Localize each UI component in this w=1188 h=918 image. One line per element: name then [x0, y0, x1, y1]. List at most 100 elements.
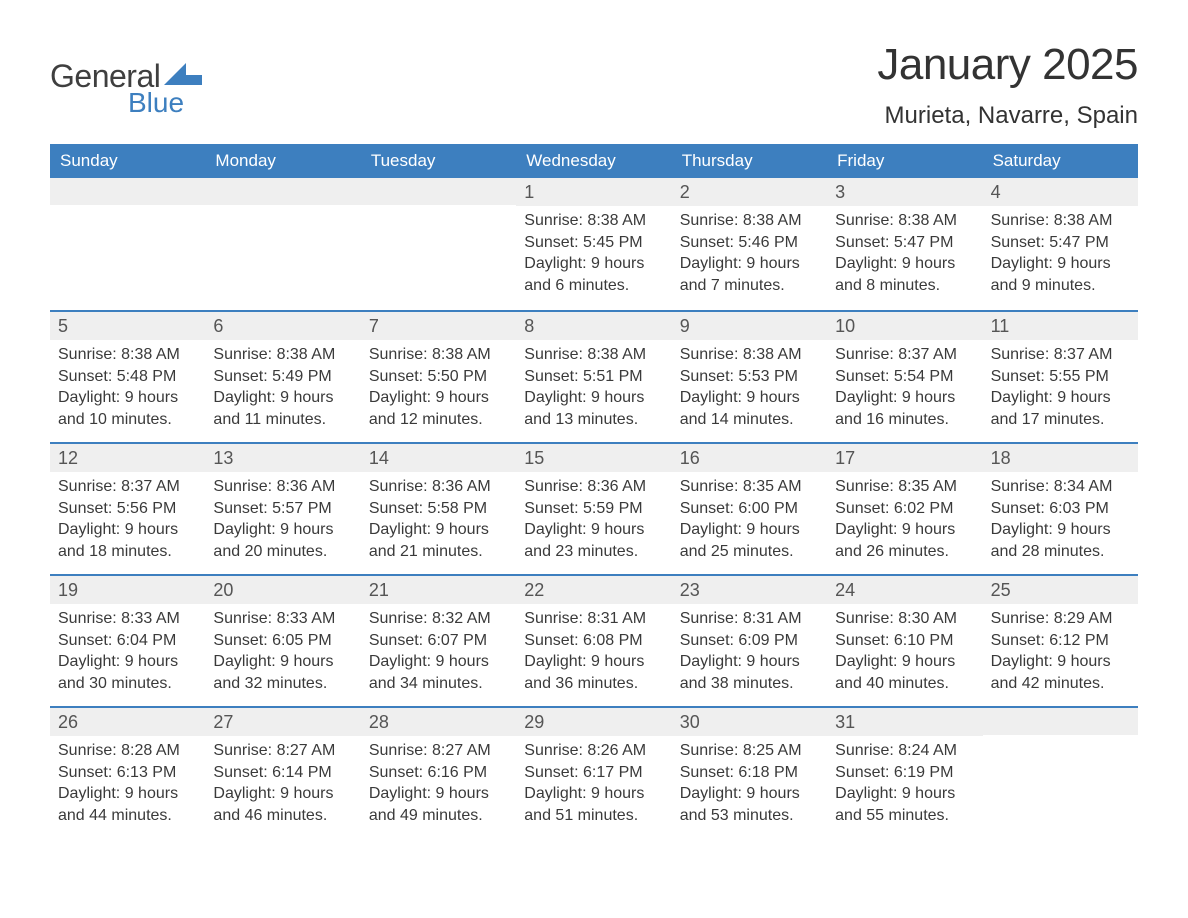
calendar-day-cell: 19Sunrise: 8:33 AMSunset: 6:04 PMDayligh… [50, 576, 205, 706]
sunset-text: Sunset: 6:09 PM [680, 630, 819, 652]
sunrise-text: Sunrise: 8:28 AM [58, 740, 197, 762]
sunrise-text: Sunrise: 8:31 AM [524, 608, 663, 630]
sunset-text: Sunset: 6:19 PM [835, 762, 974, 784]
daylight-text-1: Daylight: 9 hours [58, 651, 197, 673]
daylight-text-2: and 55 minutes. [835, 805, 974, 827]
day-details: Sunrise: 8:38 AMSunset: 5:48 PMDaylight:… [50, 340, 205, 438]
daylight-text-2: and 42 minutes. [991, 673, 1130, 695]
calendar-day-cell: 15Sunrise: 8:36 AMSunset: 5:59 PMDayligh… [516, 444, 671, 574]
sunrise-text: Sunrise: 8:38 AM [369, 344, 508, 366]
calendar-day-cell: 18Sunrise: 8:34 AMSunset: 6:03 PMDayligh… [983, 444, 1138, 574]
day-details: Sunrise: 8:26 AMSunset: 6:17 PMDaylight:… [516, 736, 671, 834]
day-number: 30 [672, 708, 827, 736]
day-number: 24 [827, 576, 982, 604]
daylight-text-1: Daylight: 9 hours [991, 253, 1130, 275]
day-details: Sunrise: 8:38 AMSunset: 5:45 PMDaylight:… [516, 206, 671, 304]
daylight-text-2: and 25 minutes. [680, 541, 819, 563]
daylight-text-1: Daylight: 9 hours [369, 651, 508, 673]
daylight-text-2: and 10 minutes. [58, 409, 197, 431]
logo: General Blue [50, 58, 202, 119]
day-number: 18 [983, 444, 1138, 472]
sunrise-text: Sunrise: 8:29 AM [991, 608, 1130, 630]
calendar-day-cell: 30Sunrise: 8:25 AMSunset: 6:18 PMDayligh… [672, 708, 827, 838]
daylight-text-1: Daylight: 9 hours [369, 783, 508, 805]
sunrise-text: Sunrise: 8:35 AM [835, 476, 974, 498]
day-details: Sunrise: 8:29 AMSunset: 6:12 PMDaylight:… [983, 604, 1138, 702]
sunrise-text: Sunrise: 8:27 AM [213, 740, 352, 762]
calendar-day-cell: 26Sunrise: 8:28 AMSunset: 6:13 PMDayligh… [50, 708, 205, 838]
calendar-day-cell: 31Sunrise: 8:24 AMSunset: 6:19 PMDayligh… [827, 708, 982, 838]
calendar-day-cell: 4Sunrise: 8:38 AMSunset: 5:47 PMDaylight… [983, 178, 1138, 310]
calendar-week: 12Sunrise: 8:37 AMSunset: 5:56 PMDayligh… [50, 442, 1138, 574]
daylight-text-2: and 21 minutes. [369, 541, 508, 563]
day-number: 27 [205, 708, 360, 736]
daylight-text-1: Daylight: 9 hours [835, 651, 974, 673]
calendar-day-cell: 1Sunrise: 8:38 AMSunset: 5:45 PMDaylight… [516, 178, 671, 310]
day-number [50, 178, 205, 205]
calendar-day-cell: 11Sunrise: 8:37 AMSunset: 5:55 PMDayligh… [983, 312, 1138, 442]
day-details: Sunrise: 8:38 AMSunset: 5:51 PMDaylight:… [516, 340, 671, 438]
sunset-text: Sunset: 5:57 PM [213, 498, 352, 520]
daylight-text-2: and 12 minutes. [369, 409, 508, 431]
daylight-text-2: and 11 minutes. [213, 409, 352, 431]
calendar-header-row: Sunday Monday Tuesday Wednesday Thursday… [50, 144, 1138, 178]
sunset-text: Sunset: 5:51 PM [524, 366, 663, 388]
calendar-day-cell: 27Sunrise: 8:27 AMSunset: 6:14 PMDayligh… [205, 708, 360, 838]
daylight-text-1: Daylight: 9 hours [991, 651, 1130, 673]
day-number: 3 [827, 178, 982, 206]
sunset-text: Sunset: 6:08 PM [524, 630, 663, 652]
calendar-week: 5Sunrise: 8:38 AMSunset: 5:48 PMDaylight… [50, 310, 1138, 442]
sunset-text: Sunset: 6:10 PM [835, 630, 974, 652]
logo-swoosh-icon [164, 63, 202, 90]
calendar-day-cell: 3Sunrise: 8:38 AMSunset: 5:47 PMDaylight… [827, 178, 982, 310]
calendar-day-cell: 24Sunrise: 8:30 AMSunset: 6:10 PMDayligh… [827, 576, 982, 706]
day-details: Sunrise: 8:30 AMSunset: 6:10 PMDaylight:… [827, 604, 982, 702]
calendar-day-cell: 2Sunrise: 8:38 AMSunset: 5:46 PMDaylight… [672, 178, 827, 310]
calendar-day-cell: 20Sunrise: 8:33 AMSunset: 6:05 PMDayligh… [205, 576, 360, 706]
day-number: 25 [983, 576, 1138, 604]
sunrise-text: Sunrise: 8:38 AM [524, 210, 663, 232]
sunset-text: Sunset: 6:14 PM [213, 762, 352, 784]
daylight-text-2: and 26 minutes. [835, 541, 974, 563]
daylight-text-2: and 28 minutes. [991, 541, 1130, 563]
daylight-text-1: Daylight: 9 hours [58, 783, 197, 805]
sunrise-text: Sunrise: 8:30 AM [835, 608, 974, 630]
sunset-text: Sunset: 5:49 PM [213, 366, 352, 388]
day-number [205, 178, 360, 205]
daylight-text-1: Daylight: 9 hours [680, 651, 819, 673]
daylight-text-2: and 38 minutes. [680, 673, 819, 695]
sunrise-text: Sunrise: 8:36 AM [369, 476, 508, 498]
day-number: 10 [827, 312, 982, 340]
day-details: Sunrise: 8:38 AMSunset: 5:53 PMDaylight:… [672, 340, 827, 438]
daylight-text-2: and 51 minutes. [524, 805, 663, 827]
daylight-text-1: Daylight: 9 hours [369, 387, 508, 409]
daylight-text-1: Daylight: 9 hours [58, 387, 197, 409]
daylight-text-1: Daylight: 9 hours [680, 387, 819, 409]
daylight-text-2: and 8 minutes. [835, 275, 974, 297]
day-details: Sunrise: 8:31 AMSunset: 6:09 PMDaylight:… [672, 604, 827, 702]
daylight-text-2: and 34 minutes. [369, 673, 508, 695]
sunset-text: Sunset: 5:55 PM [991, 366, 1130, 388]
day-number: 2 [672, 178, 827, 206]
sunrise-text: Sunrise: 8:37 AM [835, 344, 974, 366]
daylight-text-2: and 6 minutes. [524, 275, 663, 297]
sunrise-text: Sunrise: 8:38 AM [58, 344, 197, 366]
calendar-day-cell [50, 178, 205, 310]
daylight-text-2: and 49 minutes. [369, 805, 508, 827]
day-details: Sunrise: 8:37 AMSunset: 5:54 PMDaylight:… [827, 340, 982, 438]
daylight-text-2: and 9 minutes. [991, 275, 1130, 297]
day-number: 1 [516, 178, 671, 206]
sunset-text: Sunset: 5:56 PM [58, 498, 197, 520]
day-details: Sunrise: 8:37 AMSunset: 5:55 PMDaylight:… [983, 340, 1138, 438]
sunset-text: Sunset: 5:47 PM [835, 232, 974, 254]
calendar-day-cell: 9Sunrise: 8:38 AMSunset: 5:53 PMDaylight… [672, 312, 827, 442]
sunrise-text: Sunrise: 8:38 AM [835, 210, 974, 232]
day-number: 29 [516, 708, 671, 736]
calendar-day-cell: 22Sunrise: 8:31 AMSunset: 6:08 PMDayligh… [516, 576, 671, 706]
day-number [983, 708, 1138, 735]
calendar-day-cell: 29Sunrise: 8:26 AMSunset: 6:17 PMDayligh… [516, 708, 671, 838]
calendar-day-cell [205, 178, 360, 310]
calendar-day-cell: 13Sunrise: 8:36 AMSunset: 5:57 PMDayligh… [205, 444, 360, 574]
calendar-day-cell: 23Sunrise: 8:31 AMSunset: 6:09 PMDayligh… [672, 576, 827, 706]
calendar-day-cell: 16Sunrise: 8:35 AMSunset: 6:00 PMDayligh… [672, 444, 827, 574]
